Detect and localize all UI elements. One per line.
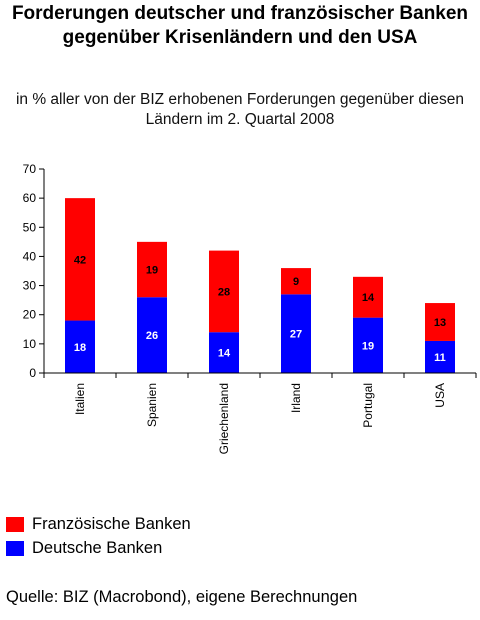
x-tick-label-italien: Italien bbox=[73, 383, 87, 415]
chart-subtitle-text: in % aller von der BIZ erhobenen Forderu… bbox=[15, 91, 465, 128]
y-axis: 0 10 20 30 40 50 60 70 bbox=[23, 162, 45, 380]
y-tick-label: 40 bbox=[23, 249, 37, 263]
bar-german-portugal bbox=[353, 317, 383, 373]
bars: 18 42 26 19 14 28 27 9 19 14 11 13 bbox=[65, 198, 455, 373]
data-label-german: 27 bbox=[290, 329, 302, 341]
y-tick-label: 30 bbox=[23, 279, 37, 293]
x-tick-label-usa: USA bbox=[433, 383, 447, 408]
data-label-french: 19 bbox=[146, 265, 158, 277]
y-tick-label: 50 bbox=[23, 220, 37, 234]
y-tick-label: 70 bbox=[23, 162, 37, 176]
chart-title-text: Forderungen deutscher und französischer … bbox=[11, 3, 469, 48]
legend-label-french: Französische Banken bbox=[32, 514, 191, 533]
x-tick-label-portugal: Portugal bbox=[361, 383, 375, 428]
y-tick-label: 0 bbox=[29, 366, 36, 380]
bar-german-usa bbox=[425, 340, 455, 373]
chart-title: Forderungen deutscher und französischer … bbox=[0, 2, 480, 50]
legend-item-french: Französische Banken bbox=[6, 512, 191, 536]
data-label-french: 9 bbox=[293, 276, 299, 288]
x-tick-label-irland: Irland bbox=[289, 383, 303, 413]
bar-french-usa bbox=[425, 303, 455, 341]
data-label-german: 26 bbox=[146, 330, 158, 342]
y-tick-label: 60 bbox=[23, 191, 37, 205]
bar-french-portugal bbox=[353, 276, 383, 318]
y-tick-label: 20 bbox=[23, 308, 37, 322]
bar-german-irland bbox=[281, 294, 311, 373]
source-text: Quelle: BIZ (Macrobond), eigene Berechnu… bbox=[6, 588, 358, 606]
bar-french-spanien bbox=[137, 241, 167, 298]
y-tick-label: 10 bbox=[23, 337, 37, 351]
data-label-french: 14 bbox=[362, 292, 375, 304]
bar-french-italien bbox=[65, 198, 95, 321]
data-label-german: 19 bbox=[362, 340, 374, 352]
x-axis: Italien Spanien Griechenland Irland Portugal… bbox=[43, 372, 477, 454]
bar-german-spanien bbox=[137, 297, 167, 373]
source-note: Quelle: BIZ (Macrobond), eigene Berechnu… bbox=[6, 588, 357, 607]
x-tick-label-spanien: Spanien bbox=[145, 383, 159, 427]
data-label-german: 18 bbox=[74, 342, 86, 354]
bar-german-italien bbox=[65, 320, 95, 373]
data-label-french: 13 bbox=[434, 317, 446, 329]
data-label-german: 11 bbox=[434, 352, 446, 364]
data-label-german: 14 bbox=[218, 348, 231, 360]
data-label-french: 42 bbox=[74, 254, 86, 266]
legend-item-german: Deutsche Banken bbox=[6, 536, 191, 560]
bar-french-griechenland bbox=[209, 250, 239, 333]
legend: Französische Banken Deutsche Banken bbox=[6, 512, 191, 560]
bar-german-griechenland bbox=[209, 332, 239, 373]
data-label-french: 28 bbox=[218, 286, 230, 298]
x-tick-label-griechenland: Griechenland bbox=[217, 383, 231, 454]
bar-french-irland bbox=[281, 268, 311, 295]
legend-swatch-german bbox=[6, 540, 24, 556]
legend-swatch-french bbox=[6, 516, 24, 532]
legend-label-german: Deutsche Banken bbox=[32, 538, 163, 557]
chart-subtitle: in % aller von der BIZ erhobenen Forderu… bbox=[0, 90, 480, 130]
